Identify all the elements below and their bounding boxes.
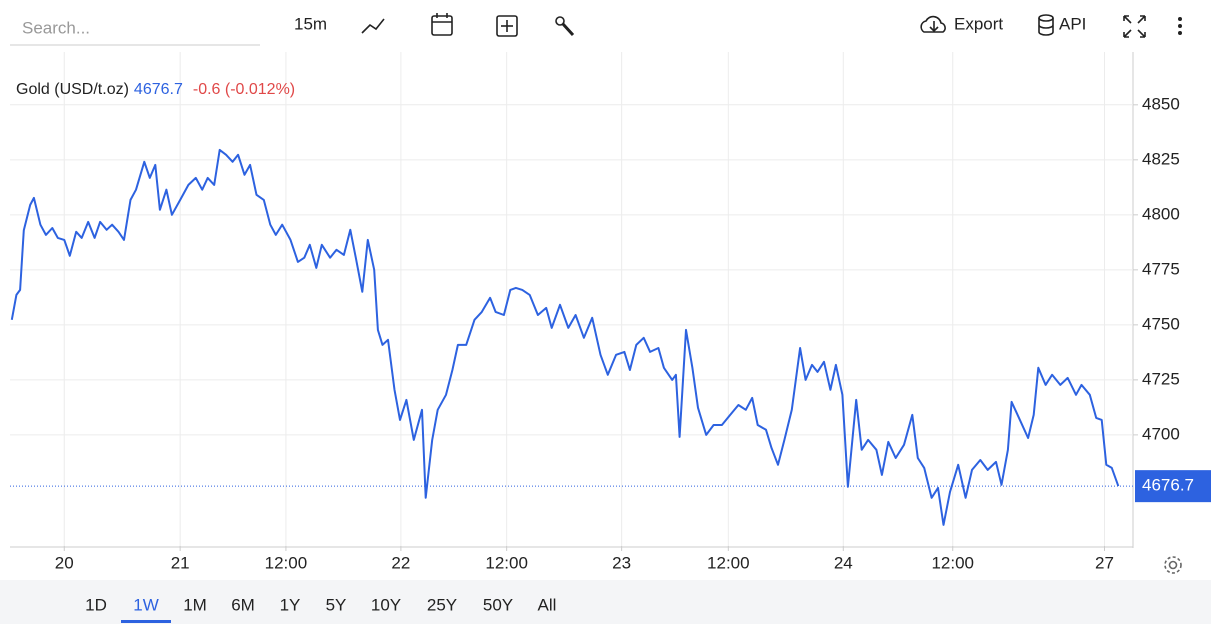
x-tick-label: 12:00 [265,553,308,572]
active-range-underline [121,620,171,623]
x-tick-label: 24 [834,553,853,572]
last-price-box [1135,470,1211,503]
x-tick-label: 20 [55,553,74,572]
y-tick-label: 4725 [1142,369,1180,388]
price-line [10,148,1120,526]
x-tick-label: 23 [612,553,631,572]
api-button[interactable]: API [1059,14,1086,33]
api-icon[interactable] [1038,14,1054,36]
export-icon[interactable] [920,15,946,33]
x-tick-label: 12:00 [931,553,974,572]
compare-icon[interactable] [496,15,518,37]
x-tick-label: 22 [391,553,410,572]
x-tick-label: 12:00 [707,553,750,572]
range-button[interactable]: 1M [183,595,207,614]
range-button[interactable]: 25Y [427,595,457,614]
chart-settings-icon[interactable] [1164,556,1182,574]
export-button[interactable]: Export [954,14,1003,33]
range-button[interactable]: 1W [133,595,159,614]
interval-button[interactable]: 15m [294,14,327,33]
y-tick-label: 4800 [1142,204,1180,223]
range-button[interactable]: All [538,595,557,614]
range-bar [0,580,1211,624]
y-tick-label: 4700 [1142,424,1180,443]
y-tick-label: 4750 [1142,314,1180,333]
range-button[interactable]: 5Y [326,595,347,614]
range-button[interactable]: 50Y [483,595,513,614]
header-change: -0.6 (-0.012%) [193,81,295,98]
range-button[interactable]: 1D [85,595,107,614]
instrument-title: Gold (USD/t.oz) [16,81,129,98]
last-price-label: 4676.7 [1142,476,1194,495]
y-tick-label: 4825 [1142,149,1180,168]
y-tick-label: 4850 [1142,94,1180,113]
plot-area: 4700 4725 4750 4775 4800 4825 4850 20 21 12:00 22 1… [10,52,1211,572]
x-tick-label: 12:00 [485,553,528,572]
x-tick-label: 27 [1095,553,1114,572]
x-tick-label: 21 [171,553,190,572]
range-button[interactable]: 6M [231,595,255,614]
chart-header: Gold (USD/t.oz) 4676.7 -0.6 (-0.012%) [16,81,295,98]
more-menu[interactable] [1178,17,1182,35]
calendar-icon[interactable] [431,13,453,36]
range-button[interactable]: 1Y [280,595,301,614]
fullscreen-icon[interactable] [1123,15,1146,38]
chart-type-icon[interactable] [361,18,385,34]
y-tick-label: 4775 [1142,259,1180,278]
header-price: 4676.7 [134,81,183,98]
range-button[interactable]: 10Y [371,595,401,614]
search-box[interactable]: Search... [22,18,90,37]
settings-wrench-icon[interactable] [555,16,575,37]
